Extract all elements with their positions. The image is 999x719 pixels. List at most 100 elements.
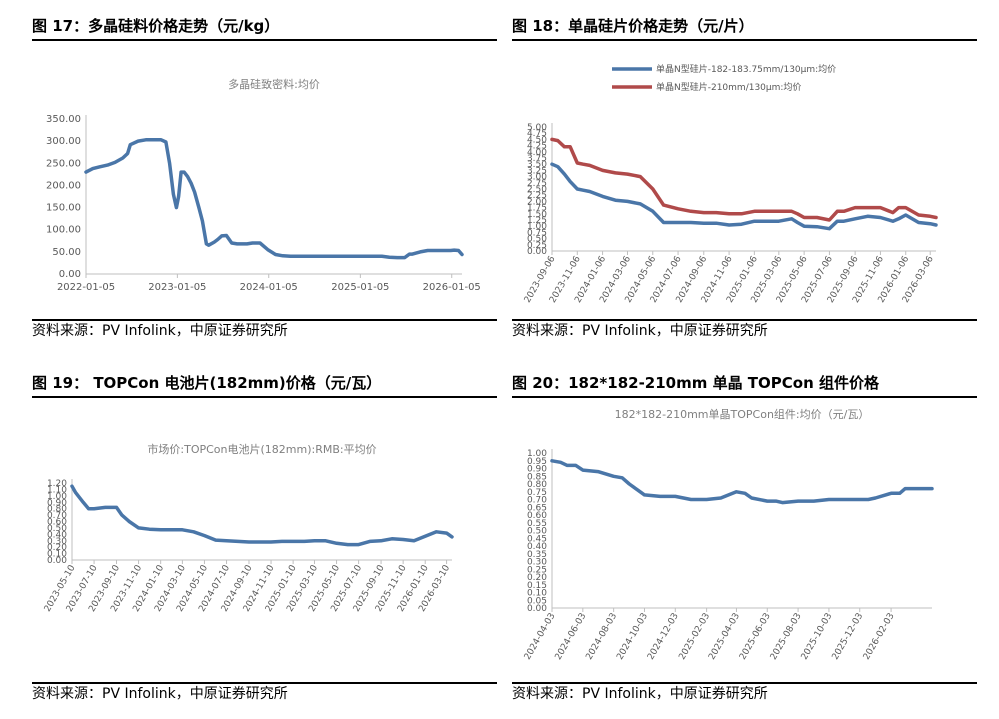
y-tick-label: 4.00 xyxy=(527,148,547,158)
y-tick-label: 0.25 xyxy=(527,241,547,251)
y-tick-label: 0.00 xyxy=(59,269,81,280)
y-tick-label: 1.20 xyxy=(47,479,67,489)
y-tick-label: 0.70 xyxy=(47,511,67,521)
y-tick-label: 0.50 xyxy=(527,235,547,245)
x-tick-label: 2024-12-03 xyxy=(646,612,681,662)
y-tick-label: 3.75 xyxy=(527,154,547,164)
y-tick-label: 0.40 xyxy=(527,542,547,552)
legend-label-1: 单晶N型硅片-182-183.75mm/130μm:均价 xyxy=(656,63,836,75)
figure-19-top-rule xyxy=(32,396,497,398)
y-tick-label: 0.75 xyxy=(527,488,547,498)
figure-18-source: 资料来源：PV Infolink，中原证券研究所 xyxy=(512,323,768,339)
y-tick-label: 0.05 xyxy=(527,596,547,606)
x-tick-label: 2025-01-05 xyxy=(331,282,389,293)
y-tick-label: 0.10 xyxy=(47,550,67,560)
y-tick-label: 150.00 xyxy=(46,203,81,214)
series-line-1 xyxy=(84,138,464,260)
y-tick-label: 0.20 xyxy=(527,573,547,583)
x-tick-label: 2026-01-05 xyxy=(423,282,481,293)
y-tick-label: 0.95 xyxy=(527,457,547,467)
y-tick-label: 4.50 xyxy=(527,135,547,145)
y-tick-label: 0.00 xyxy=(527,247,547,257)
y-tick-label: 0.10 xyxy=(527,589,547,599)
figure-18-title: 图 18：单晶硅片价格走势（元/片） xyxy=(512,17,754,35)
y-tick-label: 0.15 xyxy=(527,581,547,591)
y-tick-label: 0.90 xyxy=(527,465,547,475)
x-tick-label: 2025-10-03 xyxy=(800,612,835,662)
y-tick-label: 1.00 xyxy=(527,222,547,232)
figure-18-bottom-rule xyxy=(512,319,977,321)
series-line-2 xyxy=(550,137,938,222)
y-tick-label: 4.75 xyxy=(527,129,547,139)
y-tick-label: 3.50 xyxy=(527,160,547,170)
y-tick-label: 0.50 xyxy=(47,524,67,534)
y-tick-label: 0.80 xyxy=(527,480,547,490)
y-tick-label: 0.50 xyxy=(527,527,547,537)
y-tick-label: 0.30 xyxy=(527,558,547,568)
y-tick-label: 0.30 xyxy=(47,537,67,547)
y-tick-label: 350.00 xyxy=(46,114,81,125)
y-tick-label: 0.40 xyxy=(47,530,67,540)
series-line-1 xyxy=(70,484,454,547)
y-tick-label: 0.00 xyxy=(47,556,67,566)
figure-19-bottom-rule xyxy=(32,682,497,684)
figure-20-source: 资料来源：PV Infolink，中原证券研究所 xyxy=(512,686,768,702)
chart-title: 182*182-210mm单晶TOPCon组件:均价（元/瓦） xyxy=(615,407,870,421)
y-tick-label: 0.00 xyxy=(527,604,547,614)
y-tick-label: 300.00 xyxy=(46,136,81,147)
x-tick-label: 2025-08-03 xyxy=(769,612,804,662)
figure-20-top-rule xyxy=(512,396,977,398)
figure-20-panel: 图 20：182*182-210mm 单晶 TOPCon 组件价格 182*18… xyxy=(512,372,977,712)
figure-17-panel: 图 17：多晶硅料价格走势（元/kg） 多晶硅致密料:均价 0.00 50.00 10… xyxy=(32,15,497,345)
chart-title: 多晶硅致密料:均价 xyxy=(228,77,320,91)
figure-17-title: 图 17：多晶硅料价格走势（元/kg） xyxy=(32,17,280,35)
x-tick-label: 2025-02-03 xyxy=(677,612,712,662)
figure-18-chart: 0.000.250.500.751.001.251.501.752.002.25… xyxy=(523,63,938,305)
y-tick-label: 5.00 xyxy=(527,123,547,133)
figure-17-chart: 多晶硅致密料:均价 0.00 50.00 100.00 150.00 200.00 250.… xyxy=(46,77,481,293)
y-tick-label: 0.85 xyxy=(527,472,547,482)
y-tick-label: 0.35 xyxy=(527,550,547,560)
x-tick-label: 2024-06-03 xyxy=(554,612,589,662)
y-tick-label: 250.00 xyxy=(46,158,81,169)
figure-17-top-rule xyxy=(32,39,497,41)
x-tick-label: 2022-01-05 xyxy=(57,282,115,293)
figure-17-bottom-rule xyxy=(32,319,497,321)
figure-19-source: 资料来源：PV Infolink，中原证券研究所 xyxy=(32,686,288,702)
y-tick-label: 0.45 xyxy=(527,534,547,544)
y-tick-label: 0.60 xyxy=(47,518,67,528)
y-tick-label: 1.75 xyxy=(527,204,547,214)
series-line-1 xyxy=(550,162,938,231)
y-tick-label: 1.50 xyxy=(527,210,547,220)
x-tick-label: 2025-06-03 xyxy=(738,612,773,662)
y-tick-label: 0.75 xyxy=(527,228,547,238)
y-tick-label: 4.25 xyxy=(527,142,547,152)
figure-20-title: 图 20：182*182-210mm 单晶 TOPCon 组件价格 xyxy=(512,374,879,392)
y-tick-label: 0.60 xyxy=(527,511,547,521)
x-tick-label: 2026-02-03 xyxy=(862,612,897,662)
x-tick-label: 2025-12-03 xyxy=(831,612,866,662)
y-tick-label: 0.90 xyxy=(47,498,67,508)
y-tick-label: 2.25 xyxy=(527,191,547,201)
legend-label-2: 单晶N型硅片-210mm/130μm:均价 xyxy=(656,81,801,93)
y-tick-label: 2.75 xyxy=(527,179,547,189)
x-tick-label: 2025-04-03 xyxy=(707,612,742,662)
y-tick-label: 0.80 xyxy=(47,505,67,515)
y-tick-label: 2.50 xyxy=(527,185,547,195)
figure-17-source: 资料来源：PV Infolink，中原证券研究所 xyxy=(32,323,288,339)
y-tick-label: 0.25 xyxy=(527,565,547,575)
figure-20-chart: 182*182-210mm单晶TOPCon组件:均价（元/瓦）0.000.050… xyxy=(523,407,934,662)
y-tick-label: 0.70 xyxy=(527,496,547,506)
y-tick-label: 1.10 xyxy=(47,485,67,495)
y-tick-label: 3.00 xyxy=(527,173,547,183)
y-tick-label: 1.25 xyxy=(527,216,547,226)
x-tick-label: 2024-01-05 xyxy=(240,282,298,293)
y-tick-label: 1.00 xyxy=(527,449,547,459)
y-tick-label: 1.00 xyxy=(47,492,67,502)
x-tick-label: 2024-10-03 xyxy=(615,612,650,662)
x-tick-label: 2024-04-03 xyxy=(523,612,558,662)
x-tick-label: 2023-01-05 xyxy=(148,282,206,293)
figure-19-title: 图 19： TOPCon 电池片(182mm)价格（元/瓦） xyxy=(32,374,382,392)
chart-title: 市场价:TOPCon电池片(182mm):RMB:平均价 xyxy=(147,442,376,456)
x-tick-label: 2024-08-03 xyxy=(584,612,619,662)
